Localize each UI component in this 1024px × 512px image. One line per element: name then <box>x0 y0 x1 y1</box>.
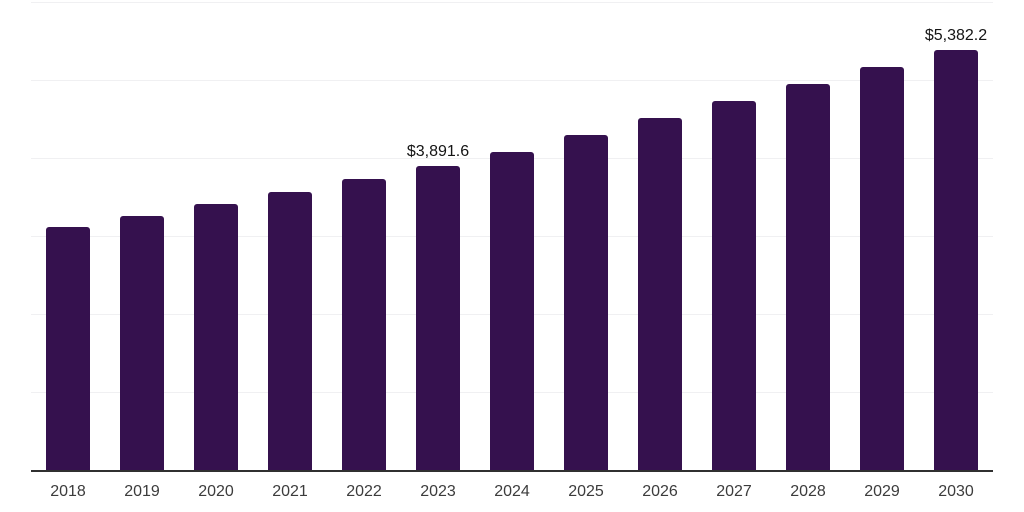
x-tick-2026: 2026 <box>642 483 678 500</box>
x-tick-2027: 2027 <box>716 483 752 500</box>
gridline-6000 <box>31 2 993 3</box>
bar-2022 <box>342 179 386 470</box>
bar-band-2028 <box>771 2 845 470</box>
bar-2021 <box>268 191 312 470</box>
x-tick-2029: 2029 <box>864 483 900 500</box>
plot-area: $3,891.6 $5,382.2 <box>31 2 993 472</box>
bar-band-2029 <box>845 2 919 470</box>
bar-2025 <box>564 135 608 470</box>
x-tick-2019: 2019 <box>124 483 160 500</box>
bar-band-2023: $3,891.6 <box>401 2 475 470</box>
bar-band-2019 <box>105 2 179 470</box>
bar-band-2030: $5,382.2 <box>919 2 993 470</box>
bars-row: $3,891.6 $5,382.2 <box>31 2 993 470</box>
bar-band-2024 <box>475 2 549 470</box>
bar-2028 <box>786 83 830 470</box>
x-tick-2021: 2021 <box>272 483 308 500</box>
x-tick-2018: 2018 <box>50 483 86 500</box>
bar-2027 <box>712 101 756 470</box>
bar-band-2027 <box>697 2 771 470</box>
bar-2023 <box>416 166 460 470</box>
bar-2019 <box>120 216 164 470</box>
bar-2026 <box>638 118 682 470</box>
data-label-2023: $3,891.6 <box>406 143 470 161</box>
x-tick-2022: 2022 <box>346 483 382 500</box>
x-tick-2025: 2025 <box>568 483 604 500</box>
gridline-5000 <box>31 80 993 81</box>
bar-2020 <box>194 204 238 470</box>
x-axis-labels: 2018 2019 2020 2021 2022 2023 2024 2025 2026 2027… <box>31 484 993 500</box>
x-tick-2023: 2023 <box>420 483 456 500</box>
x-tick-2024: 2024 <box>494 483 530 500</box>
bar-2030 <box>934 50 978 470</box>
bar-band-2021 <box>253 2 327 470</box>
bar-band-2018 <box>31 2 105 470</box>
bar-band-2026 <box>623 2 697 470</box>
data-label-2030: $5,382.2 <box>924 27 988 45</box>
bar-2029 <box>860 66 904 470</box>
bar-band-2020 <box>179 2 253 470</box>
x-axis-line <box>31 470 993 472</box>
bar-2024 <box>490 152 534 470</box>
x-tick-2028: 2028 <box>790 483 826 500</box>
x-tick-2030: 2030 <box>938 483 974 500</box>
x-tick-2020: 2020 <box>198 483 234 500</box>
bar-band-2022 <box>327 2 401 470</box>
bar-band-2025 <box>549 2 623 470</box>
bar-2018 <box>46 227 90 470</box>
